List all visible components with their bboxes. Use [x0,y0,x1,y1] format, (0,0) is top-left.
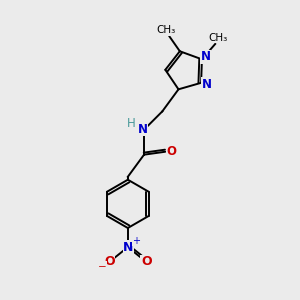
Text: CH₃: CH₃ [208,32,227,43]
Text: O: O [141,255,152,268]
Text: H: H [127,117,136,130]
Text: N: N [201,78,212,91]
Text: CH₃: CH₃ [156,25,176,35]
Text: −: − [98,262,106,272]
Text: N: N [200,50,211,63]
Text: O: O [104,255,115,268]
Text: N: N [138,123,148,136]
Text: O: O [167,145,177,158]
Text: +: + [132,236,140,246]
Text: N: N [123,241,134,254]
